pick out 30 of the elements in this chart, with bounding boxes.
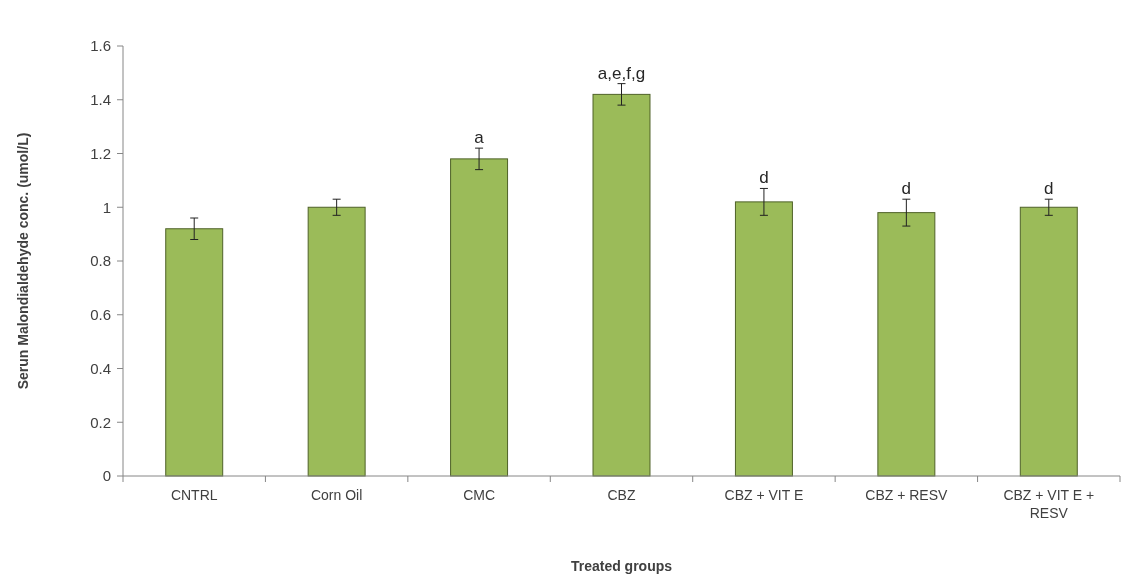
annotation: a,e,f,g bbox=[597, 63, 646, 83]
annotation: d bbox=[1044, 179, 1054, 199]
bar bbox=[165, 228, 224, 477]
y-tick-label: 0.6 bbox=[90, 306, 111, 323]
y-tick-label: 0.4 bbox=[90, 359, 111, 377]
bar bbox=[450, 158, 509, 477]
annotation: d bbox=[759, 168, 769, 188]
x-tick-label: CBZ + VIT E + RESV bbox=[1003, 487, 1095, 521]
y-tick-label: 1.4 bbox=[90, 91, 111, 108]
x-tick-label: CBZ + VIT E bbox=[724, 487, 804, 503]
x-tick-label: Corn Oil bbox=[310, 487, 363, 503]
y-tick-label: 1.6 bbox=[90, 37, 111, 55]
x-tick-label: CMC bbox=[463, 487, 496, 503]
annotation: a bbox=[474, 128, 485, 148]
x-tick-label: CBZ bbox=[607, 487, 636, 503]
annotation: d bbox=[901, 179, 912, 199]
x-tick-label: CNTRL bbox=[170, 487, 218, 503]
y-tick-label: 0.2 bbox=[90, 413, 111, 431]
y-axis-title: Serun Malondialdehyde conc. (umol/L) bbox=[15, 132, 31, 390]
bar bbox=[734, 201, 793, 477]
bar bbox=[307, 206, 366, 477]
x-axis-title: Treated groups bbox=[570, 558, 673, 574]
y-tick-label: 1.2 bbox=[90, 144, 111, 162]
y-tick-label: 1 bbox=[102, 198, 111, 216]
bar bbox=[592, 93, 651, 477]
y-tick-label: 0.8 bbox=[90, 252, 111, 270]
x-tick-label: CBZ + RESV bbox=[865, 487, 949, 503]
bar bbox=[877, 212, 936, 477]
y-tick-label: 0 bbox=[102, 467, 111, 485]
bar bbox=[1019, 206, 1078, 477]
